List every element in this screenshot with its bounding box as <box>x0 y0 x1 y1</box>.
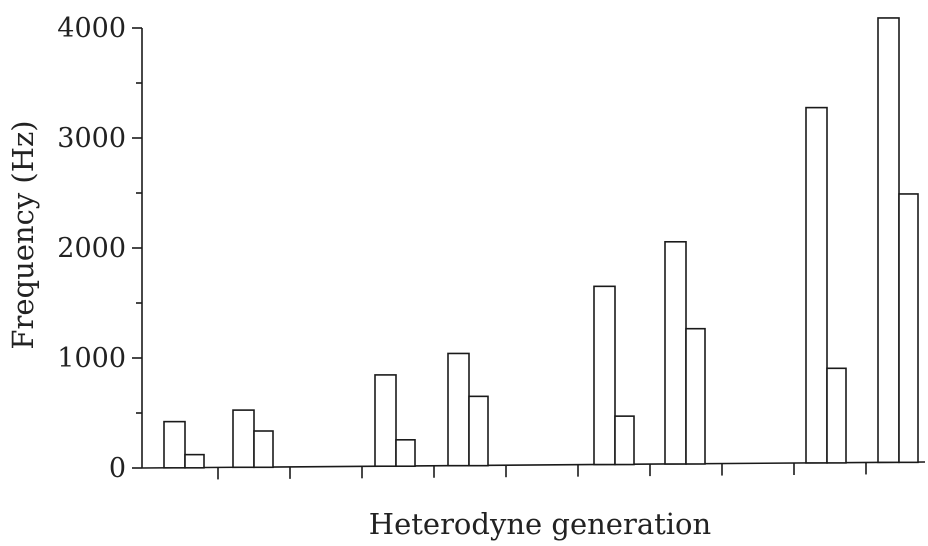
y-tick-label: 3000 <box>57 123 126 154</box>
bar-short <box>395 439 416 468</box>
bar-tall <box>374 374 397 468</box>
bar-tall <box>805 106 828 464</box>
y-tick-label: 2000 <box>57 233 126 264</box>
bar-short <box>184 453 205 469</box>
y-tick-label: 4000 <box>57 13 126 44</box>
bar-tall <box>232 409 255 469</box>
y-tick-label: 0 <box>109 453 126 484</box>
y-ticks <box>132 27 142 469</box>
bar-tall <box>447 352 470 467</box>
bars <box>163 17 919 469</box>
bar-short <box>614 415 635 466</box>
bar-tall <box>877 17 900 464</box>
bar-tall <box>163 420 186 469</box>
y-tick-labels: 0 1000 2000 3000 4000 <box>57 13 126 484</box>
bar-short <box>826 367 847 464</box>
y-tick-label: 1000 <box>57 343 126 374</box>
y-axis-title: Frequency (Hz) <box>6 120 40 349</box>
bar-tall <box>593 285 616 466</box>
bar-short <box>468 395 489 467</box>
x-axis-title: Heterodyne generation <box>369 507 711 541</box>
bar-tall <box>664 240 687 465</box>
bar-short <box>898 193 919 464</box>
bar-short <box>253 430 274 469</box>
bar-short <box>685 327 706 465</box>
